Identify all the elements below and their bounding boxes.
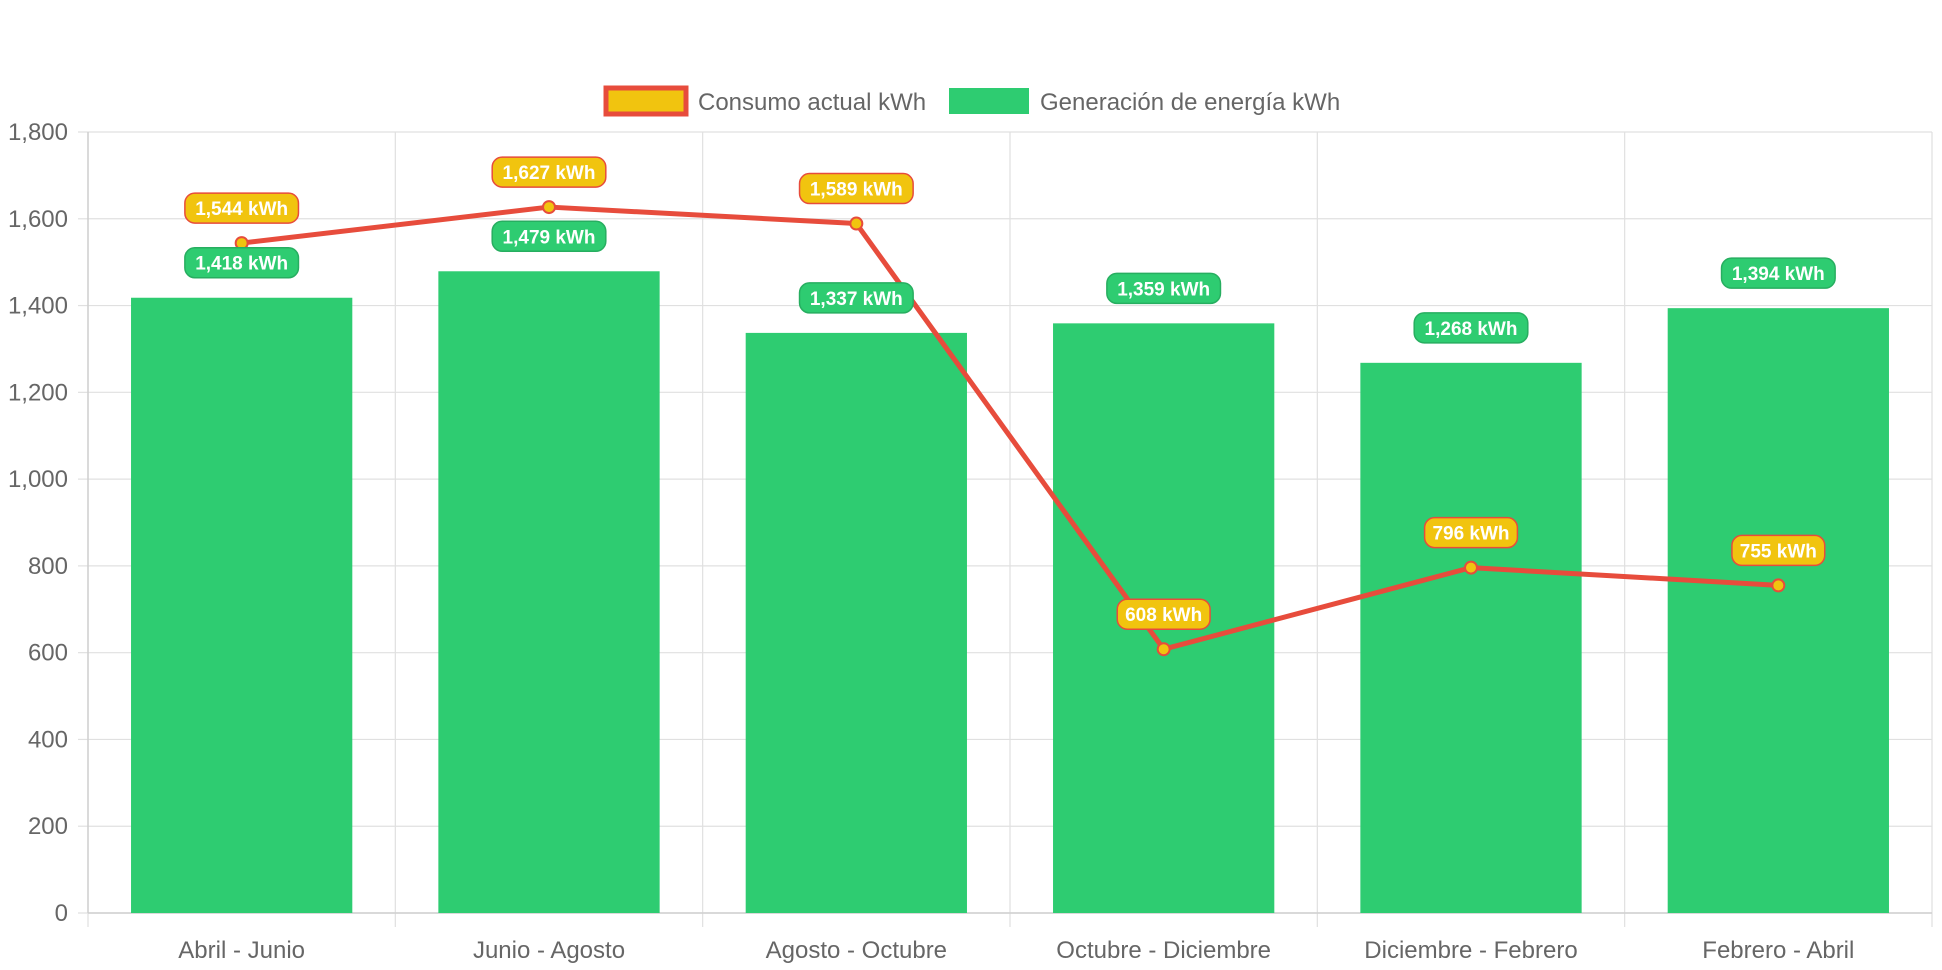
line-data-label-text: 608 kWh xyxy=(1125,605,1202,626)
bar-data-label-text: 1,268 kWh xyxy=(1425,319,1518,340)
bar-series xyxy=(131,271,1889,914)
y-tick-label: 600 xyxy=(28,640,68,667)
bar-data-label-text: 1,337 kWh xyxy=(810,289,903,310)
line-data-label-bg xyxy=(184,192,300,224)
x-axis: Abril - Junio Junio - Agosto Agosto - Octu… xyxy=(88,912,1932,964)
line-data-label-text: 1,589 kWh xyxy=(810,180,903,201)
bar-generacion[interactable] xyxy=(745,332,967,913)
bar-data-label-text: 1,359 kWh xyxy=(1117,279,1210,300)
line-data-label-bg xyxy=(798,172,914,205)
line-data-label: 1,544 kWh xyxy=(184,192,300,224)
line-data-label-text: 1,544 kWh xyxy=(195,199,288,220)
bar-data-label: 1,337 kWh xyxy=(798,282,914,314)
y-tick-label: 200 xyxy=(28,813,68,840)
y-tick-label: 800 xyxy=(28,553,68,580)
grid xyxy=(87,131,1933,927)
bar-data-label-text: 1,418 kWh xyxy=(195,254,288,275)
bar-data-label: 1,268 kWh xyxy=(1413,312,1529,344)
legend: Consumo actual kWh Generación de energía… xyxy=(603,85,1340,117)
line-data-label: 796 kWh xyxy=(1423,516,1519,549)
bar-data-label-bg xyxy=(1106,272,1222,305)
bar-data-label: 1,359 kWh xyxy=(1106,272,1222,305)
line-data-label-bg xyxy=(1423,516,1519,549)
line-data-label: 608 kWh xyxy=(1116,598,1211,630)
bar-generacion[interactable] xyxy=(131,297,353,913)
legend-label-consumo[interactable]: Consumo actual kWh xyxy=(698,89,926,116)
line-data-label-text: 1,627 kWh xyxy=(503,163,596,184)
line-data-label-bg xyxy=(491,156,607,188)
x-tick-label: Octubre - Diciembre xyxy=(1056,937,1271,964)
y-tick-label: 400 xyxy=(28,726,68,753)
y-tick-label: 1,800 xyxy=(8,119,68,146)
y-tick-label: 1,400 xyxy=(8,293,68,320)
point-consumo[interactable] xyxy=(542,200,556,215)
line-data-label: 1,627 kWh xyxy=(491,156,607,188)
point-consumo[interactable] xyxy=(1156,642,1171,657)
line-data-label: 1,589 kWh xyxy=(798,172,914,205)
line-data-label-text: 796 kWh xyxy=(1432,524,1509,545)
y-tick-label: 1,200 xyxy=(8,379,68,406)
bar-data-label: 1,418 kWh xyxy=(184,246,300,279)
line-data-label-bg xyxy=(1731,534,1826,567)
bar-data-label-text: 1,479 kWh xyxy=(503,227,596,248)
legend-swatch-generacion[interactable] xyxy=(949,88,1029,114)
point-consumo[interactable] xyxy=(849,216,864,231)
x-tick-label: Febrero - Abril xyxy=(1702,937,1854,964)
bar-generacion[interactable] xyxy=(438,271,660,913)
bar-data-label-text: 1,394 kWh xyxy=(1732,264,1825,285)
y-tick-label: 1,600 xyxy=(8,206,68,233)
y-tick-label: 1,000 xyxy=(8,466,68,493)
line-data-label-bg xyxy=(1116,598,1211,630)
legend-swatch-consumo[interactable] xyxy=(603,85,689,117)
bar-data-label-bg xyxy=(1413,312,1529,344)
point-consumo[interactable] xyxy=(1771,578,1786,593)
x-tick-label: Abril - Junio xyxy=(178,937,305,964)
legend-label-generacion[interactable]: Generación de energía kWh xyxy=(1040,89,1340,116)
y-tick-label: 0 xyxy=(55,900,68,927)
x-tick-label: Diciembre - Febrero xyxy=(1364,937,1577,964)
bar-data-label-bg xyxy=(1720,257,1836,289)
line-data-label-text: 755 kWh xyxy=(1740,541,1817,562)
line-series xyxy=(234,200,1786,657)
line-data-label: 755 kWh xyxy=(1731,534,1826,567)
bar-generacion[interactable] xyxy=(1667,308,1889,913)
data-labels: 1,418 kWh 1,479 kWh 1,337 kWh 1,359 kWh 1,26… xyxy=(184,156,1836,630)
y-axis: 0 200 400 600 800 1,000 1,200 1,400 1,600 1,800 xyxy=(8,119,89,927)
bar-data-label-bg xyxy=(798,282,914,314)
x-tick-label: Agosto - Octubre xyxy=(766,937,947,964)
bar-data-label: 1,394 kWh xyxy=(1720,257,1836,289)
point-consumo[interactable] xyxy=(1464,560,1478,575)
bar-data-label: 1,479 kWh xyxy=(491,220,607,253)
x-tick-label: Junio - Agosto xyxy=(473,937,625,964)
bar-data-label-bg xyxy=(491,220,607,253)
bar-generacion[interactable] xyxy=(1360,362,1582,914)
bar-data-label-bg xyxy=(184,246,300,279)
line-consumo xyxy=(241,204,1779,652)
